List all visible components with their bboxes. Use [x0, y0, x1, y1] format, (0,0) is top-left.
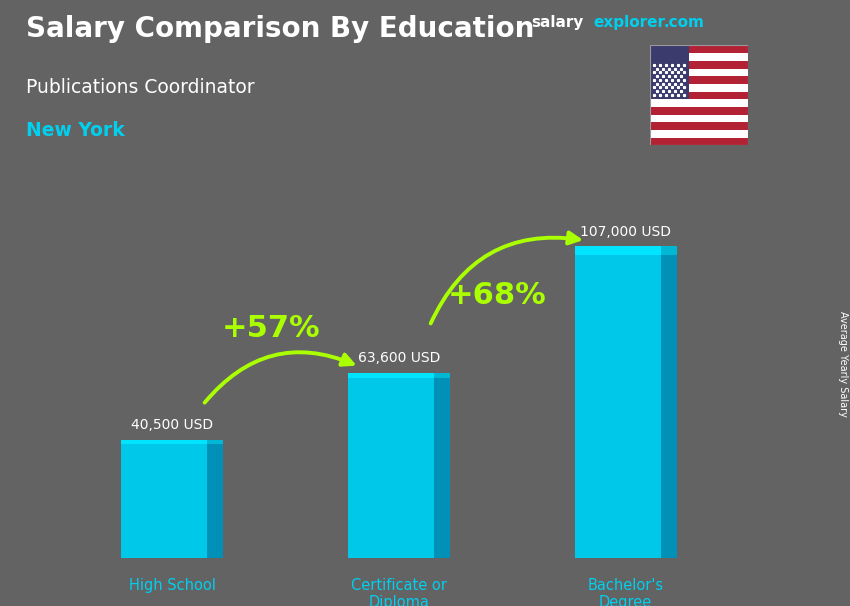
Bar	[207, 440, 224, 558]
Text: Certificate or
Diploma: Certificate or Diploma	[351, 578, 447, 606]
Bar	[122, 440, 207, 444]
Bar	[650, 61, 748, 68]
Text: 107,000 USD: 107,000 USD	[580, 225, 672, 239]
Text: Average Yearly Salary: Average Yearly Salary	[838, 311, 848, 416]
Bar	[650, 107, 748, 115]
Text: Publications Coordinator: Publications Coordinator	[26, 78, 254, 96]
Bar	[650, 99, 748, 107]
Bar	[122, 440, 207, 558]
Bar	[650, 122, 748, 130]
Bar	[650, 130, 748, 138]
Text: .com: .com	[664, 15, 705, 30]
Bar	[434, 373, 450, 378]
Text: +68%: +68%	[448, 281, 547, 310]
Text: explorer: explorer	[593, 15, 666, 30]
Bar	[348, 373, 434, 558]
Text: Salary Comparison By Education: Salary Comparison By Education	[26, 15, 534, 43]
Text: 63,600 USD: 63,600 USD	[358, 351, 440, 365]
Bar	[650, 45, 689, 99]
Bar	[348, 373, 434, 378]
Bar	[650, 76, 748, 84]
Text: New York: New York	[26, 121, 124, 140]
Text: Bachelor's
Degree: Bachelor's Degree	[587, 578, 664, 606]
Bar	[660, 246, 677, 558]
Text: +57%: +57%	[222, 314, 320, 343]
Bar	[434, 373, 450, 558]
Bar	[650, 92, 748, 99]
Bar	[650, 53, 748, 61]
Bar	[575, 246, 660, 558]
Text: 40,500 USD: 40,500 USD	[131, 418, 213, 433]
Bar	[207, 440, 224, 444]
Bar	[650, 68, 748, 76]
Bar	[575, 246, 660, 255]
Bar	[650, 115, 748, 122]
Bar	[650, 138, 748, 145]
Text: salary: salary	[531, 15, 584, 30]
Bar	[660, 246, 677, 255]
Bar	[650, 84, 748, 92]
Bar	[650, 45, 748, 53]
Text: High School: High School	[129, 578, 216, 593]
